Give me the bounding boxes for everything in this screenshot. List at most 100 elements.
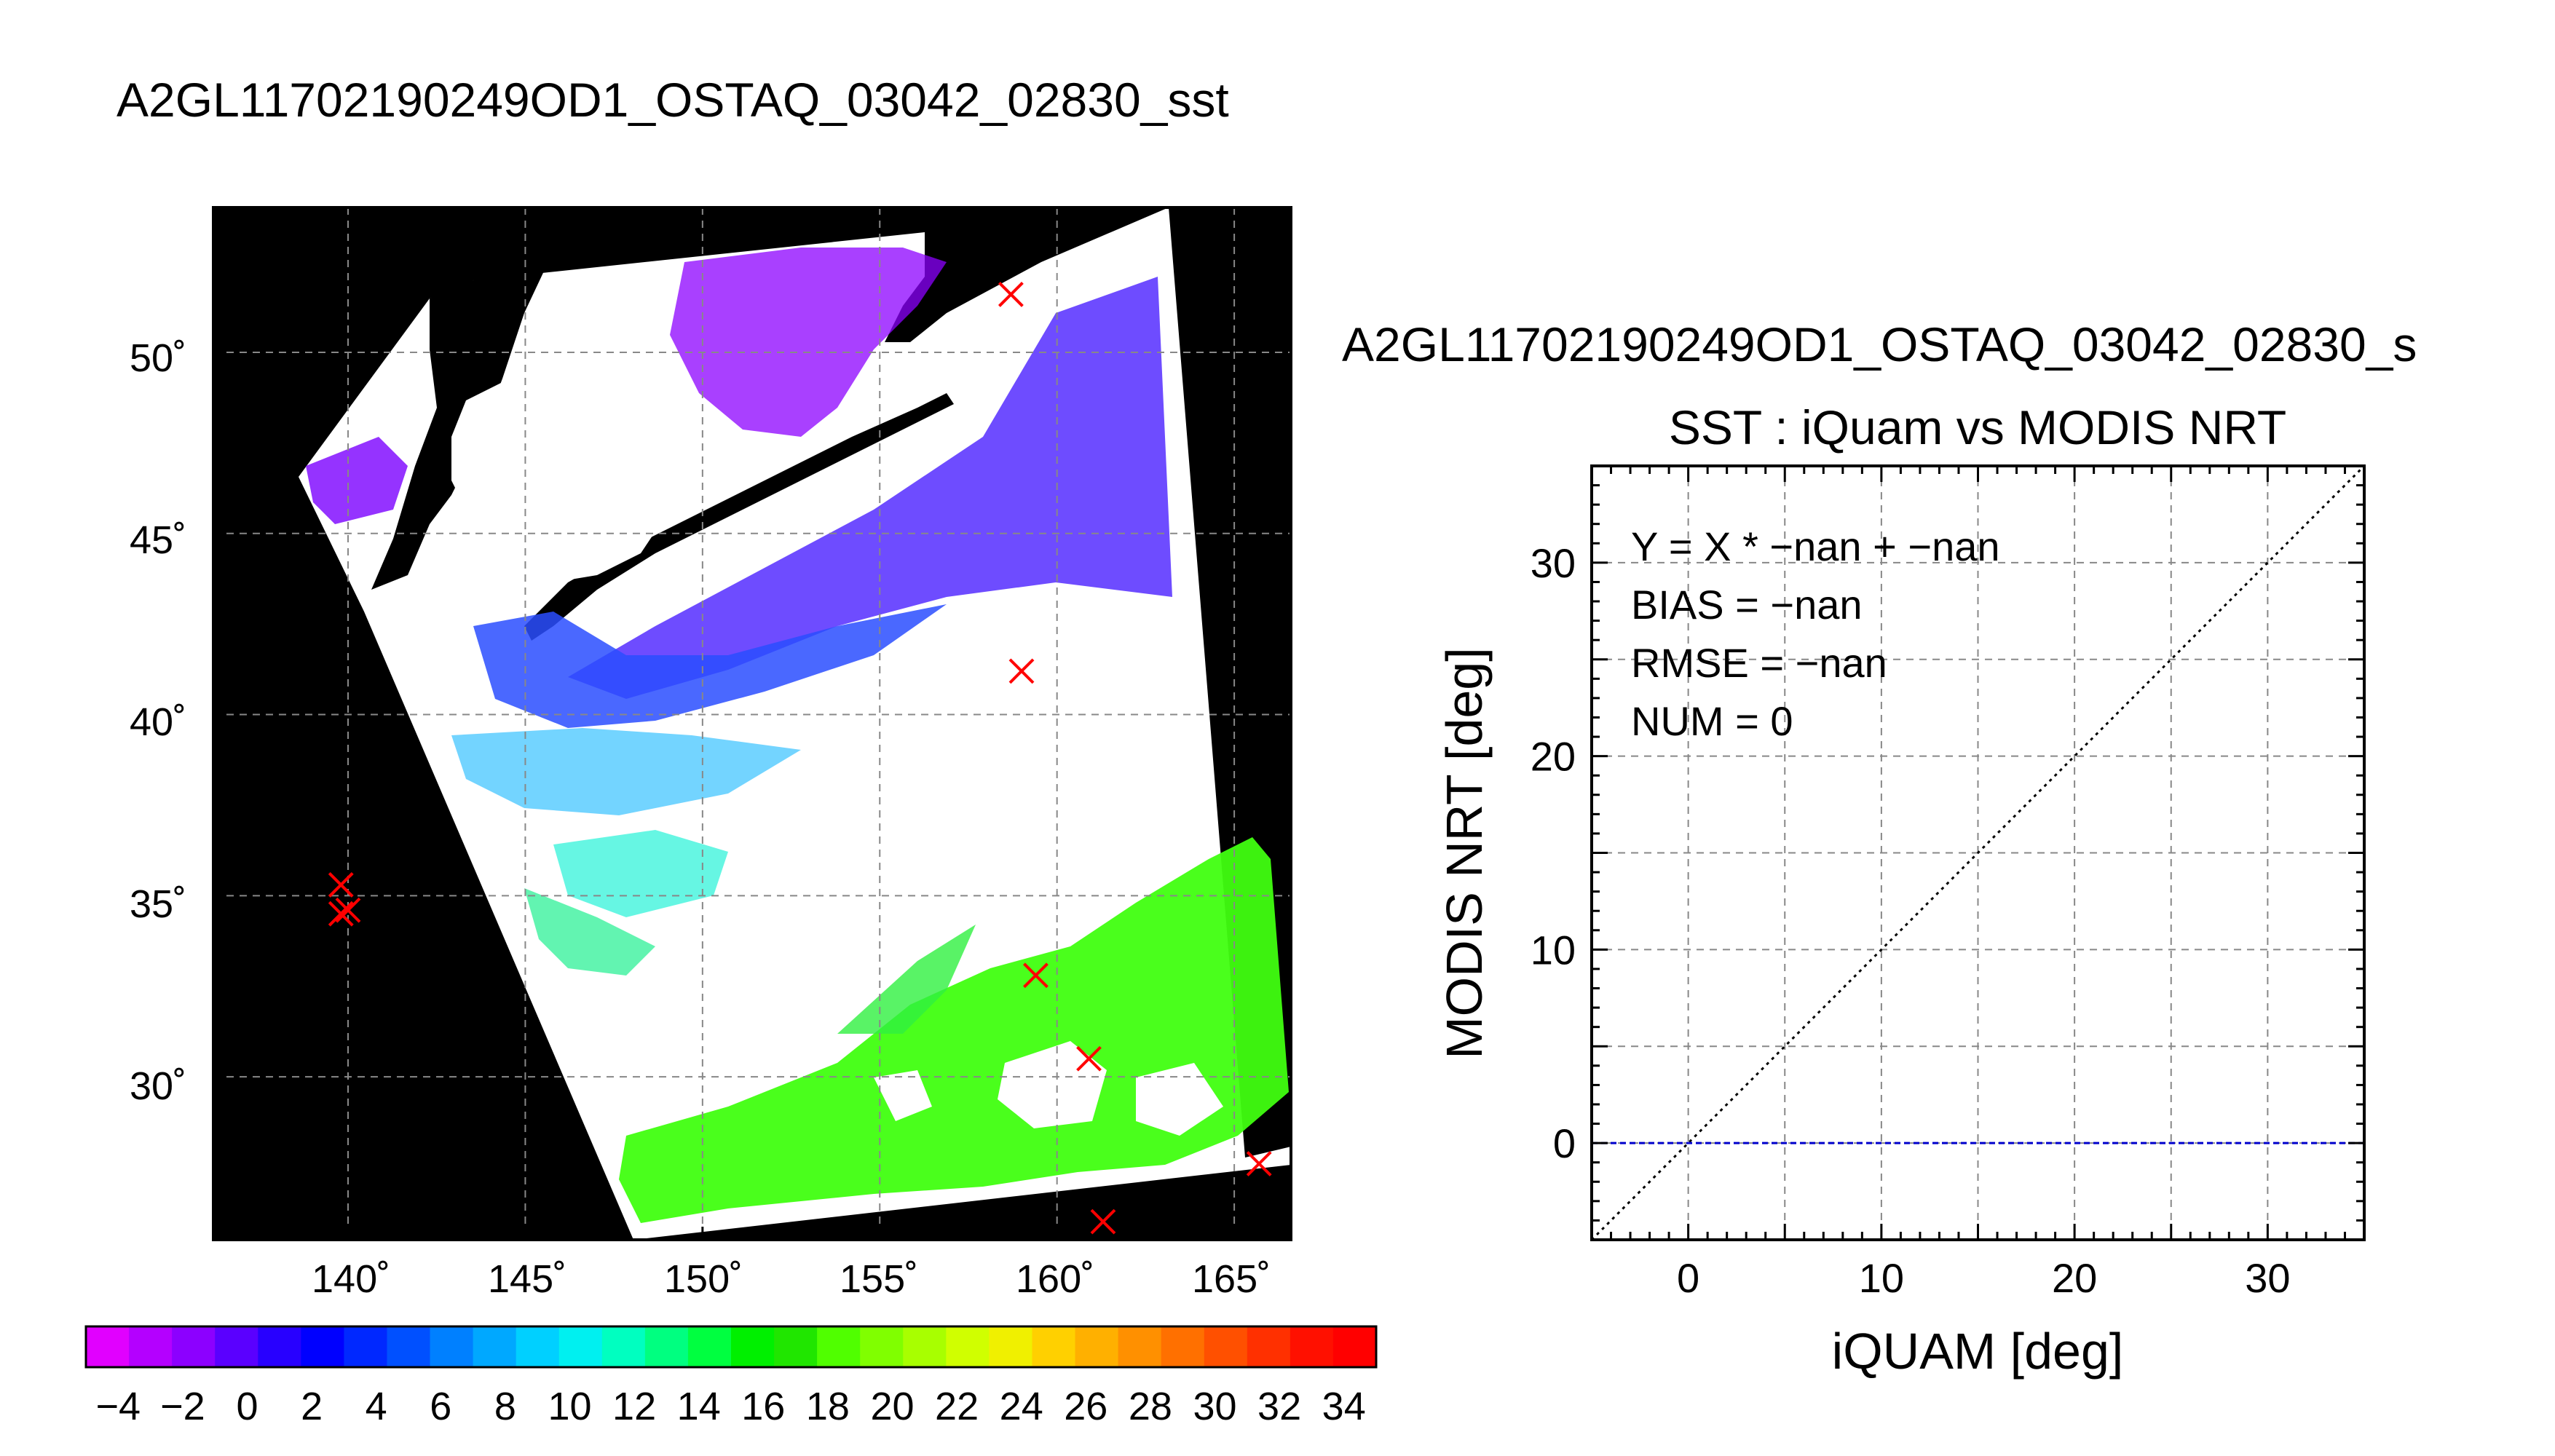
x-axis-label: iQUAM [deg] bbox=[1832, 1323, 2124, 1380]
colorbar-label-1: −2 bbox=[160, 1385, 205, 1428]
cloud-gap-2 bbox=[1136, 1063, 1223, 1136]
sst-colorbar bbox=[84, 1325, 1378, 1369]
iquam-markers bbox=[328, 281, 1272, 1235]
colorbar-segment-19 bbox=[903, 1326, 947, 1367]
iquam-marker-6 bbox=[1076, 1045, 1102, 1072]
colorbar-segment-18 bbox=[860, 1326, 904, 1367]
colorbar-segment-25 bbox=[1161, 1326, 1205, 1367]
sst-patch-japan-sea bbox=[306, 437, 408, 524]
iquam-marker-0 bbox=[998, 281, 1024, 307]
lat-label-40: 40˚ bbox=[130, 700, 186, 744]
plot-tick-marks bbox=[1590, 464, 2366, 1241]
stat-rmse: RMSE = −nan bbox=[1631, 640, 1887, 686]
plot-reference-lines bbox=[1592, 466, 2364, 1240]
y-tick-label-0: 0 bbox=[1553, 1120, 1576, 1166]
scatter-title: SST : iQuam vs MODIS NRT bbox=[1669, 400, 2286, 454]
map-grid bbox=[213, 207, 1291, 1240]
colorbar-label-8: 12 bbox=[612, 1385, 656, 1428]
sst-patch-subarctic bbox=[568, 277, 1172, 699]
iquam-marker-2 bbox=[328, 871, 354, 898]
colorbar-segment-3 bbox=[215, 1326, 258, 1367]
stat-num: NUM = 0 bbox=[1631, 698, 1793, 744]
y-tick-label-30: 30 bbox=[1531, 540, 1576, 586]
colorbar-label-7: 10 bbox=[548, 1385, 591, 1428]
colorbar-segment-8 bbox=[430, 1326, 474, 1367]
scatter-title-filename: A2GL11702190249OD1_OSTAQ_03042_02830_s bbox=[1342, 317, 2417, 371]
colorbar-label-15: 26 bbox=[1064, 1385, 1107, 1428]
colorbar-segment-23 bbox=[1075, 1326, 1119, 1367]
colorbar-segment-27 bbox=[1247, 1326, 1291, 1367]
sst-map bbox=[213, 207, 1291, 1240]
x-tick-label-10: 10 bbox=[1859, 1255, 1904, 1301]
land-kurils bbox=[524, 393, 954, 641]
colorbar-segment-29 bbox=[1332, 1326, 1377, 1367]
lon-label-160: 160˚ bbox=[1016, 1257, 1094, 1301]
iquam-marker-8 bbox=[1090, 1208, 1116, 1235]
colorbar-segment-21 bbox=[989, 1326, 1033, 1367]
colorbar-label-3: 2 bbox=[301, 1385, 323, 1428]
lon-label-165: 165˚ bbox=[1192, 1257, 1271, 1301]
sst-patch-okhotsk bbox=[670, 248, 947, 437]
plot-tick-labels: 0 10 20 30 0 10 20 30 bbox=[1531, 540, 2291, 1301]
colorbar-label-17: 30 bbox=[1193, 1385, 1236, 1428]
lat-label-50: 50˚ bbox=[130, 336, 186, 380]
lon-label-150: 150˚ bbox=[664, 1257, 743, 1301]
colorbar-label-16: 28 bbox=[1129, 1385, 1172, 1428]
colorbar-label-6: 8 bbox=[494, 1385, 516, 1428]
sst-patch-front bbox=[473, 604, 947, 728]
colorbar-segment-14 bbox=[687, 1326, 732, 1367]
colorbar-segment-16 bbox=[774, 1326, 818, 1367]
page-title: A2GL11702190249OD1_OSTAQ_03042_02830_sst bbox=[117, 73, 1229, 127]
colorbar-label-4: 4 bbox=[366, 1385, 387, 1428]
iquam-marker-1 bbox=[1008, 658, 1035, 684]
colorbar-segment-22 bbox=[1032, 1326, 1076, 1367]
colorbar-segment-9 bbox=[473, 1326, 517, 1367]
map-tick-marks bbox=[213, 351, 1236, 1240]
colorbar-label-12: 20 bbox=[870, 1385, 914, 1428]
colorbar-segment-13 bbox=[644, 1326, 689, 1367]
lat-label-35: 35˚ bbox=[130, 882, 186, 926]
colorbar-segment-15 bbox=[731, 1326, 775, 1367]
colorbar-segment-11 bbox=[558, 1326, 603, 1367]
sst-patch-green-west bbox=[524, 888, 655, 976]
colorbar-segment-6 bbox=[344, 1326, 388, 1367]
land-hokkaido bbox=[451, 371, 670, 582]
land-kamchatka bbox=[885, 207, 1169, 342]
colorbar-segment-26 bbox=[1204, 1326, 1248, 1367]
x-tick-label-30: 30 bbox=[2245, 1255, 2290, 1301]
colorbar-label-10: 16 bbox=[741, 1385, 785, 1428]
sst-patch-transition bbox=[451, 728, 801, 815]
iquam-marker-7 bbox=[1246, 1151, 1272, 1176]
colorbar-segment-7 bbox=[387, 1326, 431, 1367]
colorbar-frame bbox=[84, 1325, 1378, 1369]
x-tick-label-0: 0 bbox=[1677, 1255, 1699, 1301]
colorbar-labels: −4 −2 0 2 4 6 8 10 12 14 16 18 20 22 24 26 28 30 32 34 bbox=[96, 1385, 1366, 1428]
colorbar-label-13: 22 bbox=[935, 1385, 979, 1428]
iquam-marker-5 bbox=[1023, 962, 1049, 989]
plot-grid bbox=[1592, 466, 2364, 1240]
colorbar-segment-17 bbox=[817, 1326, 861, 1367]
colorbar-label-9: 14 bbox=[677, 1385, 721, 1428]
sst-patch-subtropic-south bbox=[619, 837, 1289, 1223]
colorbar-label-2: 0 bbox=[236, 1385, 258, 1428]
colorbar-label-11: 18 bbox=[806, 1385, 850, 1428]
stat-regression: Y = X * −nan + −nan bbox=[1631, 523, 2000, 569]
colorbar-label-19: 34 bbox=[1322, 1385, 1366, 1428]
stat-bias: BIAS = −nan bbox=[1631, 582, 1863, 628]
colorbar-label-18: 32 bbox=[1257, 1385, 1301, 1428]
y-axis-label: MODIS NRT [deg] bbox=[1436, 647, 1493, 1059]
colorbar-label-14: 24 bbox=[1000, 1385, 1043, 1428]
colorbar-segment-4 bbox=[258, 1326, 301, 1367]
lat-label-45: 45˚ bbox=[130, 518, 186, 562]
y-tick-label-20: 20 bbox=[1531, 734, 1576, 780]
colorbar-segment-5 bbox=[301, 1326, 344, 1367]
colorbar-segment-20 bbox=[946, 1326, 990, 1367]
colorbar-label-5: 6 bbox=[430, 1385, 451, 1428]
sst-patch-subtropic-mid bbox=[837, 925, 976, 1034]
colorbar-segment-2 bbox=[172, 1326, 216, 1367]
x-tick-label-20: 20 bbox=[2052, 1255, 2097, 1301]
lon-label-155: 155˚ bbox=[840, 1257, 918, 1301]
iquam-marker-3 bbox=[335, 897, 361, 923]
colorbar-segment-0 bbox=[86, 1326, 130, 1367]
